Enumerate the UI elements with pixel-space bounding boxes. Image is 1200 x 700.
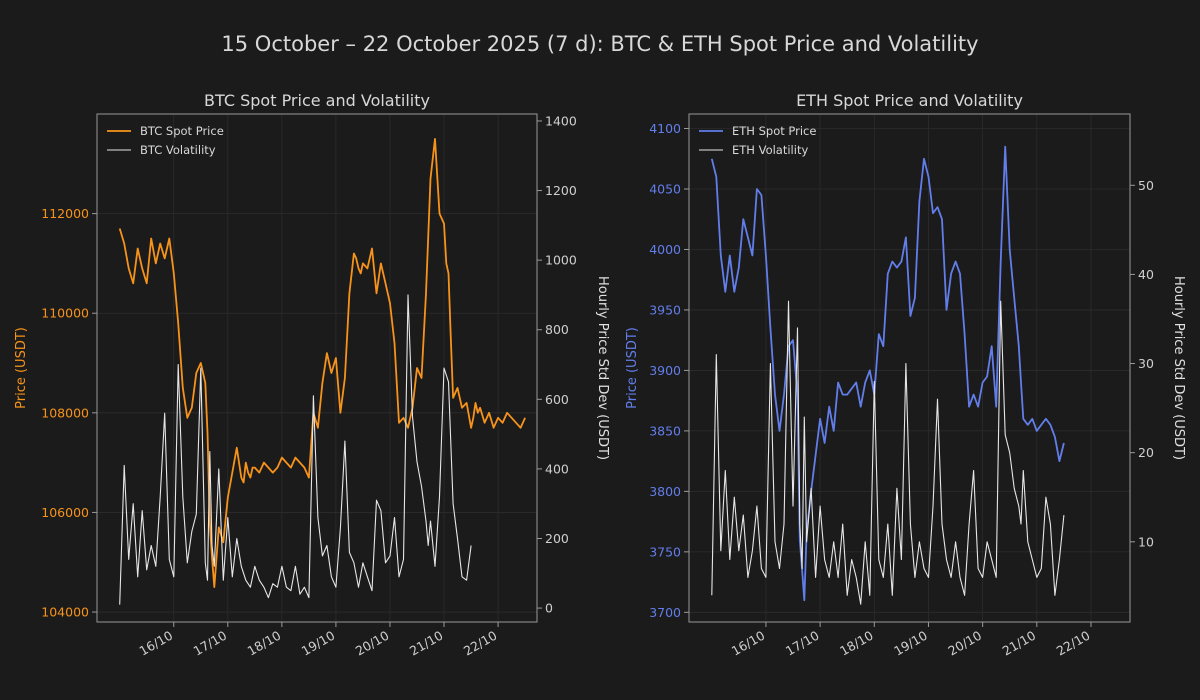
eth-panel: ETH Spot Price and Volatility 16/10 17/10 1… [625, 91, 1186, 659]
btc-x-tick-label: 21/10 [407, 628, 446, 659]
eth-y2-axis-label: Hourly Price Std Dev (USDT) [1171, 276, 1186, 460]
eth-y2-tick-label: 40 [1138, 267, 1154, 282]
eth-y-tick-label: 4000 [649, 242, 681, 257]
btc-panel: BTC Spot Price and Volatility 16/10 17/10 1… [14, 91, 610, 659]
eth-x-tick-label: 18/10 [837, 628, 876, 659]
eth-y-tick-label: 3700 [649, 605, 681, 620]
eth-y2-tick-label: 20 [1138, 445, 1154, 460]
eth-axes-frame [688, 113, 1131, 623]
btc-y2-tick-label: 0 [545, 601, 553, 616]
btc-x-tick-label: 20/10 [353, 628, 392, 659]
eth-legend-label: ETH Volatility [732, 143, 808, 157]
btc-volatility-line [119, 294, 472, 605]
eth-y-axis-label: Price (USDT) [625, 327, 640, 409]
eth-x-tick-label: 22/10 [1054, 628, 1093, 659]
eth-x-tick-label: 19/10 [891, 628, 930, 659]
eth-y-tick-label: 4100 [649, 121, 681, 136]
btc-y2-axis-label: Hourly Price Std Dev (USDT) [595, 276, 610, 460]
eth-y-tick-label: 3800 [649, 484, 681, 499]
eth-x-tick-label: 17/10 [783, 628, 822, 659]
btc-x-tick-label: 22/10 [461, 628, 500, 659]
btc-plot-area [97, 114, 537, 622]
btc-y2-tick-label: 1000 [545, 253, 577, 268]
btc-y2-tick-label: 1200 [545, 183, 577, 198]
btc-y-tick-label: 108000 [41, 405, 89, 420]
btc-y2-tick-label: 1400 [545, 113, 577, 128]
eth-price-line [710, 145, 1065, 602]
eth-x-tick-label: 21/10 [1000, 628, 1039, 659]
figure-title: 15 October – 22 October 2025 (7 d): BTC … [221, 32, 978, 56]
eth-y-tick-label: 3750 [649, 544, 681, 559]
btc-y-tick-label: 110000 [41, 306, 89, 321]
btc-x-tick-label: 17/10 [191, 628, 230, 659]
btc-y-tick-label: 104000 [41, 605, 89, 620]
btc-x-tick-label: 19/10 [299, 628, 338, 659]
btc-y2-tick-label: 200 [545, 531, 569, 546]
eth-x-tick-label: 16/10 [729, 628, 768, 659]
eth-y2-tick-label: 30 [1138, 356, 1154, 371]
btc-legend-label: BTC Spot Price [140, 124, 224, 138]
eth-legend-label: ETH Spot Price [732, 124, 816, 138]
eth-y-tick-label: 4050 [649, 181, 681, 196]
btc-y-axis-label: Price (USDT) [14, 327, 29, 409]
eth-x-tick-label: 20/10 [945, 628, 984, 659]
eth-y2-tick-label: 10 [1138, 534, 1154, 549]
btc-y2-tick-label: 600 [545, 392, 569, 407]
eth-y-tick-label: 3850 [649, 423, 681, 438]
eth-panel-title: ETH Spot Price and Volatility [796, 91, 1023, 110]
btc-panel-title: BTC Spot Price and Volatility [204, 91, 430, 110]
eth-volatility-line [711, 300, 1065, 605]
btc-legend-label: BTC Volatility [140, 143, 216, 157]
btc-y2-tick-label: 400 [545, 461, 569, 476]
btc-y2-tick-label: 800 [545, 322, 569, 337]
btc-x-tick-label: 16/10 [137, 628, 176, 659]
eth-y2-tick-label: 50 [1138, 178, 1154, 193]
btc-axes-frame [96, 113, 538, 623]
eth-plot-area [689, 114, 1130, 622]
btc-y-tick-label: 106000 [41, 505, 89, 520]
btc-y-tick-label: 112000 [41, 206, 89, 221]
btc-price-line [118, 137, 526, 588]
eth-y-tick-label: 3950 [649, 302, 681, 317]
eth-y-tick-label: 3900 [649, 363, 681, 378]
btc-x-tick-label: 18/10 [245, 628, 284, 659]
